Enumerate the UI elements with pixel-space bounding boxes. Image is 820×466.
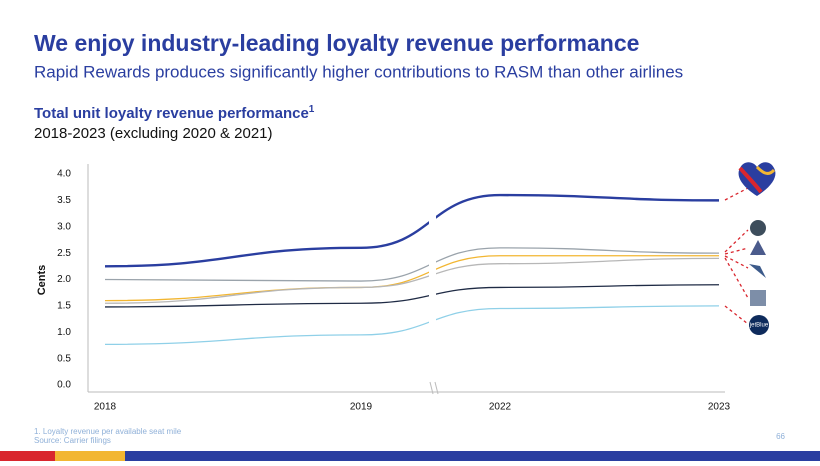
y-tick-label: 0.0 (57, 380, 71, 391)
jetblue-logo (749, 315, 769, 335)
line (104, 255, 719, 302)
footer-yellow (55, 451, 125, 461)
delta-logo (750, 240, 766, 255)
y-tick-label: 1.5 (57, 301, 71, 312)
y-tick-label: 3.0 (57, 221, 71, 232)
x-tick-label: 2019 (350, 402, 373, 413)
line (104, 257, 720, 304)
jetblue-logo-text: jetBlue (749, 323, 769, 329)
footnote: 1. Loyalty revenue per available seat mi… (34, 427, 182, 436)
x-tick-label: 2022 (489, 402, 512, 413)
title-note: 1 (309, 104, 315, 115)
slide-title: We enjoy industry-leading loyalty revenu… (34, 30, 639, 56)
line (104, 247, 720, 282)
american-logo (749, 264, 766, 278)
chart-title: Total unit loyalty revenue performance1 (34, 104, 315, 122)
x-tick-label: 2018 (94, 402, 117, 413)
chart-title-text: Total unit loyalty revenue performance (34, 105, 309, 122)
southwest-logo (738, 162, 776, 196)
y-tick-label: 0.5 (57, 353, 71, 364)
line (104, 305, 720, 346)
plot (104, 164, 720, 385)
y-axis-label: Cents (36, 265, 48, 296)
y-tick-label: 2.5 (57, 248, 71, 259)
united-logo (750, 290, 766, 306)
alaska-logo (750, 220, 766, 236)
slide-subtitle: Rapid Rewards produces significantly hig… (34, 62, 683, 81)
footer-red (0, 451, 55, 461)
y-tick-label: 4.0 (57, 169, 71, 180)
footer-bar (0, 451, 820, 461)
line (104, 193, 720, 268)
logo-connectors (724, 187, 749, 325)
line (104, 284, 720, 308)
chart-subtitle: 2018-2023 (excluding 2020 & 2021) (34, 125, 273, 142)
break-gap (429, 164, 436, 385)
y-tick-label: 1.0 (57, 327, 71, 338)
y-tick-label: 2.0 (57, 274, 71, 285)
axis-break (429, 381, 439, 395)
x-tick-label: 2023 (708, 402, 731, 413)
source: Source: Carrier filings (34, 436, 111, 445)
y-tick-label: 3.5 (57, 195, 71, 206)
page-number: 66 (776, 432, 785, 441)
